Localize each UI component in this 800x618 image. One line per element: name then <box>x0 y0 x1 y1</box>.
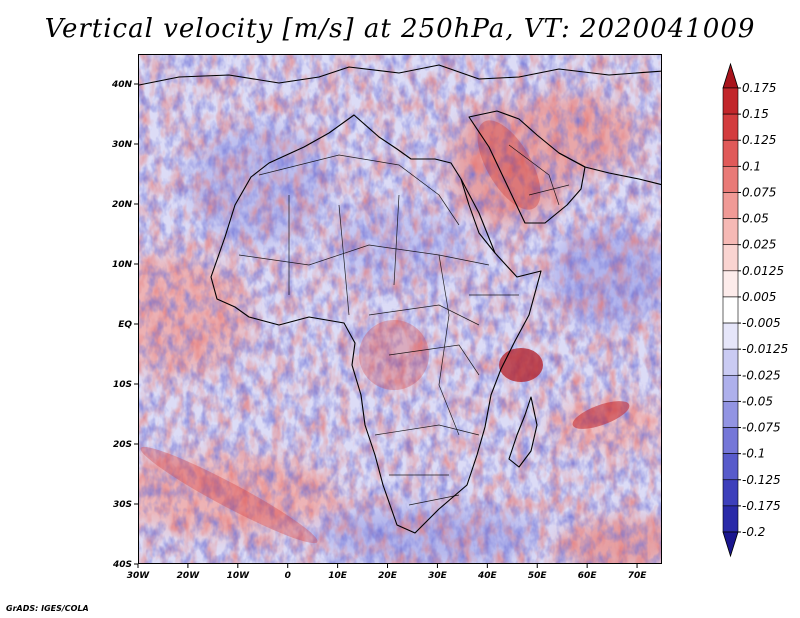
y-tick-label: 30S <box>113 500 132 510</box>
y-tick-label: 20N <box>112 200 133 210</box>
map-frame <box>138 54 662 564</box>
x-tick-label: 0 <box>285 571 291 581</box>
border-west-africa <box>288 194 400 316</box>
colorbar-label: -0.2 <box>742 525 765 539</box>
colorbar-swatch <box>722 427 739 454</box>
colorbar-swatch <box>722 218 739 246</box>
red-sea-line <box>460 178 496 254</box>
madagascar-coastline <box>508 396 538 468</box>
colorbar-label: 0.1 <box>742 159 761 173</box>
y-tick-label: EQ <box>118 320 132 330</box>
colorbar-swatch <box>722 505 739 533</box>
colorbar-swatch <box>722 296 739 324</box>
colorbar-label: -0.125 <box>742 473 781 487</box>
colorbar-swatch <box>722 166 739 193</box>
colorbar-label: -0.05 <box>742 394 773 408</box>
colorbar-label: 0.175 <box>742 81 776 95</box>
y-tick-label: 40S <box>112 560 132 570</box>
colorbar-swatch <box>722 401 739 428</box>
colorbar-label: 0.0125 <box>742 264 784 278</box>
colorbar-swatch <box>722 453 739 481</box>
x-tick-label: 10W <box>227 571 251 581</box>
velocity-field <box>139 55 661 563</box>
x-tick-label: 30W <box>127 571 151 581</box>
y-tick-label: 10S <box>113 380 132 390</box>
border-arabia <box>508 144 570 206</box>
border-sahara-1 <box>258 154 460 226</box>
x-tick-label: 20W <box>177 571 201 581</box>
colorbar-swatch <box>722 87 739 115</box>
feature-madagascar-ascent <box>499 348 543 382</box>
country-borders <box>238 144 570 506</box>
border-east <box>438 254 519 436</box>
coastlines <box>139 64 661 534</box>
colorbar-label: -0.1 <box>742 447 765 461</box>
colorbar-swatch <box>722 374 739 402</box>
colorbar-label: -0.175 <box>742 499 781 513</box>
colorbar-label: -0.075 <box>742 421 781 435</box>
colorbar-label: -0.0125 <box>742 342 788 356</box>
border-south <box>374 424 480 506</box>
colorbar-swatch <box>722 192 739 219</box>
y-tick-label: 20S <box>113 440 132 450</box>
x-tick-label: 20E <box>378 571 398 581</box>
y-tick-label: 10N <box>112 260 133 270</box>
colorbar-swatch <box>722 348 739 376</box>
feature-indian-ocean-ascent <box>572 401 630 429</box>
colorbar-swatch <box>722 270 739 298</box>
x-tick-label: 50E <box>528 571 548 581</box>
colorbar-swatch <box>722 322 739 350</box>
colorbar-label: -0.025 <box>742 368 781 382</box>
colorbar-label: 0.05 <box>742 212 769 226</box>
grads-credit: GrADS: IGES/COLA <box>6 604 89 613</box>
border-sahara-2 <box>238 244 490 266</box>
colorbar-label: 0.15 <box>742 107 769 121</box>
feature-congo-ascent <box>359 320 429 390</box>
y-tick-label: 40N <box>111 80 133 90</box>
europe-coastline <box>139 64 661 86</box>
feature-arabia-ascent <box>477 120 541 210</box>
x-tick-label: 40E <box>477 571 498 581</box>
colorbar-label: 0.025 <box>742 238 776 252</box>
colorbar-label: 0.005 <box>742 290 776 304</box>
africa-coastline <box>210 114 542 534</box>
colorbar-swatch <box>722 113 739 141</box>
y-tick-label: 30N <box>112 140 133 150</box>
feature-south-atlantic-band <box>140 446 318 544</box>
x-tick-label: 30E <box>428 571 448 581</box>
colorbar-swatch <box>722 139 739 167</box>
border-central <box>368 304 480 376</box>
x-tick-label: 60E <box>578 571 598 581</box>
colorbar-label: 0.075 <box>742 185 776 199</box>
x-tick-label: 10E <box>328 571 348 581</box>
negative-mottle <box>139 55 661 563</box>
colorbar-swatch <box>722 244 739 272</box>
x-tick-label: 70E <box>628 571 648 581</box>
plot-title: Vertical velocity [m/s] at 250hPa, VT: 2… <box>44 14 756 44</box>
colorbar-swatch <box>722 479 739 507</box>
gulf-line <box>558 152 661 186</box>
colorbar-bottom-arrow <box>722 531 739 558</box>
colorbar-label: 0.125 <box>742 133 776 147</box>
arabia-coastline <box>468 110 586 224</box>
colorbar-label: -0.005 <box>742 316 781 330</box>
colorbar-top-arrow <box>722 62 739 89</box>
